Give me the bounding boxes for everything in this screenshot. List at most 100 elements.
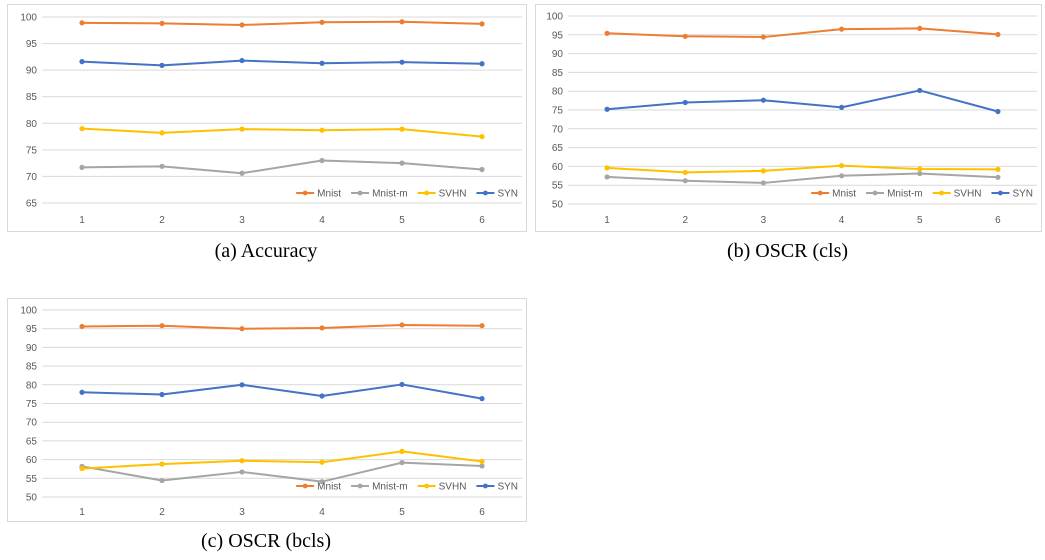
legend-label: SVHN — [439, 482, 467, 493]
data-point-syn — [917, 87, 923, 94]
data-point-mnist — [479, 323, 485, 329]
legend-label: SYN — [1012, 189, 1033, 200]
chart-oscr-cls: 50 55 60 65 70 75 80 85 90 95 100 1 2 3 4 5 6 Mnist Mnist-… — [546, 12, 1037, 226]
legend-label: SVHN — [439, 189, 467, 200]
series-line-svhn — [81, 127, 483, 138]
data-point-svhn — [159, 130, 165, 136]
data-point-syn — [399, 381, 405, 388]
y-tick-label: 85 — [26, 362, 38, 373]
series-line-svhn — [607, 164, 998, 174]
legend-marker-svhn — [424, 483, 430, 489]
data-point-syn — [319, 60, 325, 66]
y-tick-label: 95 — [26, 324, 38, 335]
y-tick-label: 60 — [26, 455, 38, 466]
x-tick-label: 3 — [239, 507, 245, 518]
data-point-mnist-m — [239, 170, 245, 176]
y-tick-label: 95 — [552, 30, 564, 41]
data-point-syn — [239, 382, 245, 388]
data-point-mnist-m — [838, 173, 845, 179]
caption-oscr-cls: (b) OSCR (cls) — [726, 240, 849, 262]
data-point-svhn — [682, 169, 688, 176]
data-point-mnist — [917, 25, 923, 32]
data-point-svhn — [479, 133, 485, 140]
y-tick-label: 90 — [26, 343, 38, 354]
data-point-mnist — [79, 20, 85, 26]
data-point-svhn — [79, 465, 85, 472]
y-tick-label: 55 — [552, 181, 564, 192]
y-tick-label: 65 — [26, 199, 38, 210]
y-tick-label: 65 — [26, 436, 38, 447]
x-tick-label: 2 — [159, 507, 165, 518]
y-tick-label: 95 — [26, 39, 38, 50]
data-point-mnist-m — [917, 170, 923, 177]
data-point-mnist-m — [399, 160, 405, 166]
y-tick-label: 70 — [26, 418, 38, 429]
data-point-syn — [995, 108, 1001, 115]
x-tick-label: 6 — [479, 507, 485, 518]
legend-marker-mnist-m — [357, 190, 363, 196]
legend-label: SYN — [497, 189, 518, 200]
series-line-mnist-m — [607, 172, 998, 184]
legend-label: Mnist — [317, 482, 341, 493]
legend-label: Mnist-m — [372, 189, 408, 200]
data-point-svhn — [399, 448, 405, 454]
legend: Mnist Mnist-m SVHN SYN — [296, 189, 518, 200]
legend-marker-mnist — [817, 190, 823, 196]
data-point-mnist-m — [479, 166, 485, 173]
legend-marker-mnist-m — [872, 190, 878, 196]
data-point-mnist — [682, 33, 688, 39]
series-line-syn — [81, 59, 483, 67]
data-point-svhn — [838, 163, 845, 169]
chart-accuracy: 65 70 75 80 85 90 95 100 1 2 3 4 5 6 Mnist Mnist-m SVHN S… — [20, 13, 522, 226]
y-tick-label: 80 — [552, 87, 564, 98]
data-point-svhn — [239, 458, 245, 464]
data-point-svhn — [760, 168, 767, 174]
legend: Mnist Mnist-m SVHN SYN — [296, 482, 518, 493]
data-point-svhn — [319, 459, 325, 465]
x-tick-label: 2 — [682, 215, 688, 226]
data-point-svhn — [319, 127, 325, 133]
data-point-mnist-m — [79, 164, 85, 170]
y-tick-label: 100 — [20, 13, 37, 24]
series-line-syn — [81, 383, 483, 400]
y-tick-label: 80 — [26, 380, 38, 391]
legend-label: SVHN — [954, 189, 982, 200]
legend-label: Mnist-m — [887, 189, 923, 200]
data-point-syn — [399, 59, 405, 65]
x-tick-label: 3 — [761, 215, 767, 226]
data-point-mnist-m — [319, 157, 325, 164]
legend-marker-svhn — [424, 190, 430, 196]
y-tick-label: 75 — [552, 106, 564, 117]
data-point-mnist-m — [239, 469, 245, 475]
series-line-mnist — [81, 20, 483, 26]
y-tick-label: 90 — [26, 66, 38, 77]
legend-marker-mnist — [302, 190, 308, 196]
y-tick-label: 85 — [552, 68, 564, 79]
data-point-syn — [239, 57, 245, 64]
x-tick-label: 5 — [399, 215, 405, 226]
x-tick-label: 5 — [917, 215, 923, 226]
x-tick-label: 6 — [995, 215, 1001, 226]
y-tick-label: 70 — [552, 124, 564, 135]
data-point-mnist — [604, 30, 610, 36]
data-point-mnist-m — [760, 180, 767, 186]
legend-label: Mnist — [832, 189, 856, 200]
data-point-svhn — [604, 165, 610, 171]
y-tick-label: 85 — [26, 92, 38, 103]
y-tick-label: 80 — [26, 119, 38, 130]
y-tick-label: 75 — [26, 145, 38, 156]
data-point-svhn — [995, 166, 1001, 173]
data-point-mnist — [838, 26, 845, 32]
data-point-mnist-m — [159, 477, 165, 484]
series-line-mnist-m — [81, 461, 483, 483]
y-tick-label: 55 — [26, 474, 38, 485]
data-point-mnist-m — [682, 178, 688, 184]
data-point-mnist — [399, 322, 405, 328]
data-point-syn — [159, 391, 165, 398]
x-tick-label: 3 — [239, 215, 245, 226]
data-point-syn — [159, 62, 165, 68]
series-line-mnist-m — [81, 159, 483, 175]
y-tick-label: 65 — [552, 143, 564, 154]
y-tick-label: 90 — [552, 49, 564, 60]
data-point-mnist-m — [159, 163, 165, 169]
